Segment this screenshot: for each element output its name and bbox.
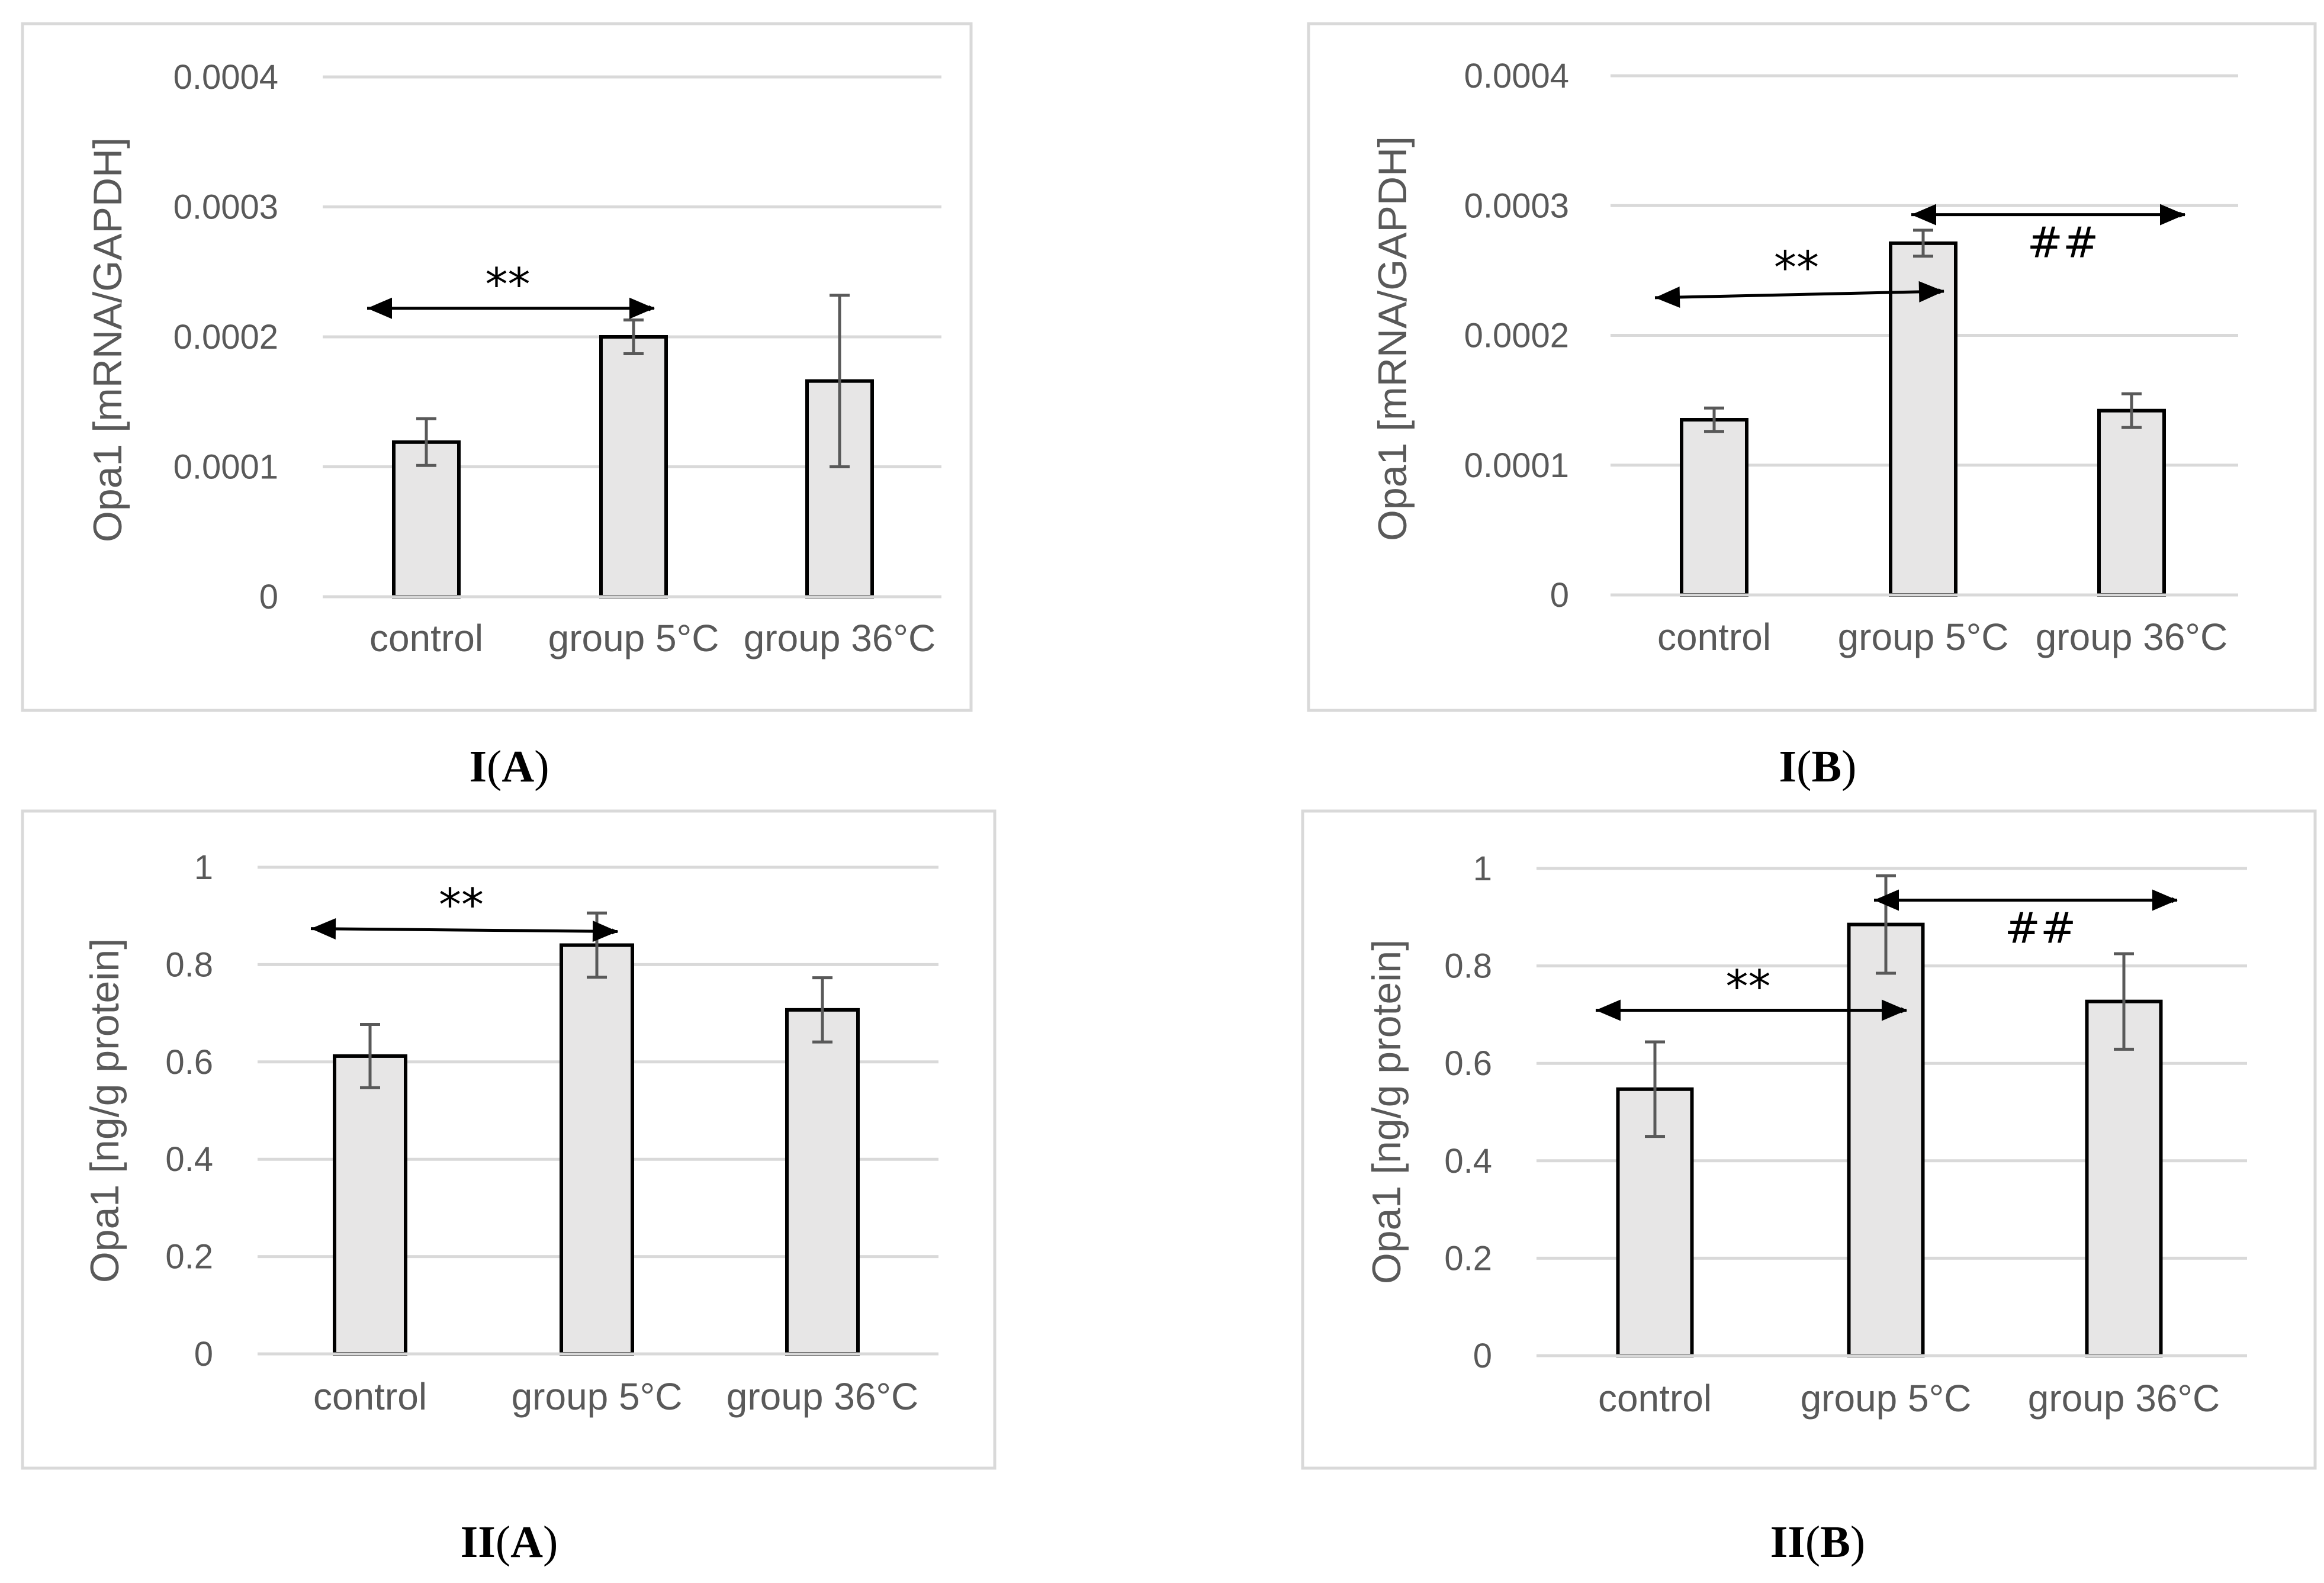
panel-4-y-tick-label: 0 — [1473, 1337, 1492, 1375]
panel-3-bar-1 — [333, 1054, 407, 1356]
panel-3-y-tick-label: 0.2 — [165, 1238, 213, 1276]
panel-3-bar-2 — [560, 943, 634, 1356]
panel-3-y-tick-label: 0.4 — [165, 1140, 213, 1179]
panel-1-panel-label: I(A) — [469, 742, 549, 791]
panel-2-panel-label-open: ( — [1796, 742, 1811, 791]
panel-2-panel-label-close: ) — [1841, 742, 1856, 791]
panel-2-y-tick-label: 0.0003 — [1464, 186, 1569, 225]
panel-3-bar-3 — [785, 1008, 860, 1356]
panel-4-panel-label-close: ) — [1850, 1517, 1865, 1567]
panel-3-panel-label-letter: A — [510, 1517, 543, 1567]
panel-1-panel-label-close: ) — [534, 742, 549, 791]
panel-4-arrowhead-start — [1874, 889, 1899, 911]
panel-1-panel-label-letter: A — [502, 742, 534, 791]
panel-2-panel-label: I(B) — [1779, 742, 1857, 791]
panel-2-significance-arrow — [1654, 288, 1944, 300]
panel-4-arrowhead-start — [1596, 999, 1621, 1021]
panel-3-panel-label-roman: II — [461, 1517, 496, 1567]
panel-4-panel-label: II(B) — [1770, 1517, 1865, 1567]
panel-3-category-label: group 36°C — [727, 1375, 918, 1418]
panel-2-bar-1 — [1680, 418, 1748, 597]
panel-2-category-label: group 36°C — [2036, 616, 2227, 658]
panel-4-frame — [1301, 809, 2317, 1470]
panel-1-y-axis-title: Opa1 [mRNA/GAPDH] — [85, 137, 130, 542]
panel-2-arrowhead-start — [1655, 286, 1680, 308]
panel-2-arrowhead-end — [2160, 204, 2185, 226]
panel-1-panel-label-roman: I — [469, 742, 487, 791]
panel-1-bar-1 — [392, 440, 461, 599]
panel-3-y-tick-label: 0 — [194, 1335, 213, 1373]
panel-1-arrowhead-end — [629, 297, 654, 319]
panel-4-category-label: group 5°C — [1801, 1377, 1972, 1420]
panel-1-arrowhead-start — [367, 297, 392, 319]
panel-2-y-tick-label: 0.0002 — [1464, 317, 1569, 355]
panel-4-category-label: group 36°C — [2028, 1377, 2220, 1420]
panel-3-significance-arrow — [310, 927, 618, 935]
panel-3-y-tick-label: 1 — [194, 848, 213, 887]
panel-4-y-tick-label: 0.4 — [1444, 1142, 1492, 1180]
panel-1-y-tick-label: 0.0001 — [173, 448, 278, 487]
panel-4-panel-label-letter: B — [1820, 1517, 1850, 1567]
panel-3-arrowhead-start — [311, 918, 336, 939]
panel-3-y-axis-title: Opa1 [ng/g protein] — [82, 938, 127, 1283]
panel-3-panel-label: II(A) — [461, 1517, 558, 1567]
panel-1-frame — [21, 22, 973, 712]
panel-3-category-label: control — [313, 1375, 427, 1418]
panel-4-panel-label-open: ( — [1805, 1517, 1820, 1567]
panel-4-panel-label-roman: II — [1770, 1517, 1805, 1567]
panel-4-arrowhead-end — [1882, 999, 1907, 1021]
panel-4-y-tick-label: 1 — [1473, 850, 1492, 888]
panel-2-bar-3 — [2097, 408, 2166, 597]
panel-1-y-tick-label: 0.0002 — [173, 318, 278, 356]
panel-2-panel-label-roman: I — [1779, 742, 1797, 791]
panel-3-category-label: group 5°C — [512, 1375, 683, 1418]
panel-2-y-tick-label: 0 — [1550, 576, 1569, 614]
panel-3-panel-label-open: ( — [496, 1517, 510, 1567]
panel-4-arrowhead-end — [2152, 889, 2177, 911]
panel-4-category-label: control — [1598, 1377, 1712, 1420]
panel-4-significance-label: ## — [2005, 903, 2077, 953]
panel-1-significance-label: ** — [486, 258, 531, 311]
panel-1-y-tick-label: 0 — [259, 578, 278, 616]
panel-4-bar-2 — [1847, 922, 1925, 1357]
panel-3-arrowhead-end — [592, 921, 618, 942]
panel-4-y-tick-label: 0.8 — [1444, 947, 1492, 986]
panel-1-bar-2 — [599, 335, 668, 599]
panel-1-y-tick-label: 0.0003 — [173, 188, 278, 227]
panel-4-y-axis-title: Opa1 [ng/g protein] — [1364, 939, 1409, 1284]
panel-2-y-axis-title: Opa1 [mRNA/GAPDH] — [1370, 136, 1415, 541]
panel-2-y-tick-label: 0.0004 — [1464, 57, 1569, 95]
panel-2-category-label: group 5°C — [1838, 616, 2009, 658]
panel-2-arrowhead-start — [1911, 204, 1936, 226]
panel-4-significance-label: ** — [1726, 960, 1771, 1012]
panel-4-y-tick-label: 0.2 — [1444, 1239, 1492, 1278]
panel-3-panel-label-close: ) — [543, 1517, 558, 1567]
panel-2-category-label: control — [1657, 616, 1771, 658]
panel-2-frame — [1307, 22, 2317, 712]
panel-3-significance-label: ** — [439, 879, 484, 931]
panel-4-y-tick-label: 0.6 — [1444, 1044, 1492, 1083]
panel-2-y-tick-label: 0.0001 — [1464, 446, 1569, 485]
panel-1-category-label: control — [369, 617, 483, 659]
panel-3-y-tick-label: 0.8 — [165, 945, 213, 984]
panel-1-category-label: group 36°C — [744, 617, 936, 659]
panel-2-significance-label: ** — [1774, 241, 1819, 294]
panel-1-category-label: group 5°C — [548, 617, 719, 659]
panel-1-panel-label-open: ( — [487, 742, 502, 791]
panel-2-arrowhead-end — [1918, 281, 1944, 303]
panel-2-significance-label: ## — [2027, 218, 2099, 268]
panel-4-bar-3 — [2085, 999, 2163, 1357]
panel-1-y-tick-label: 0.0004 — [173, 58, 278, 96]
panel-3-y-tick-label: 0.6 — [165, 1043, 213, 1082]
panel-2-panel-label-letter: B — [1811, 742, 1841, 791]
